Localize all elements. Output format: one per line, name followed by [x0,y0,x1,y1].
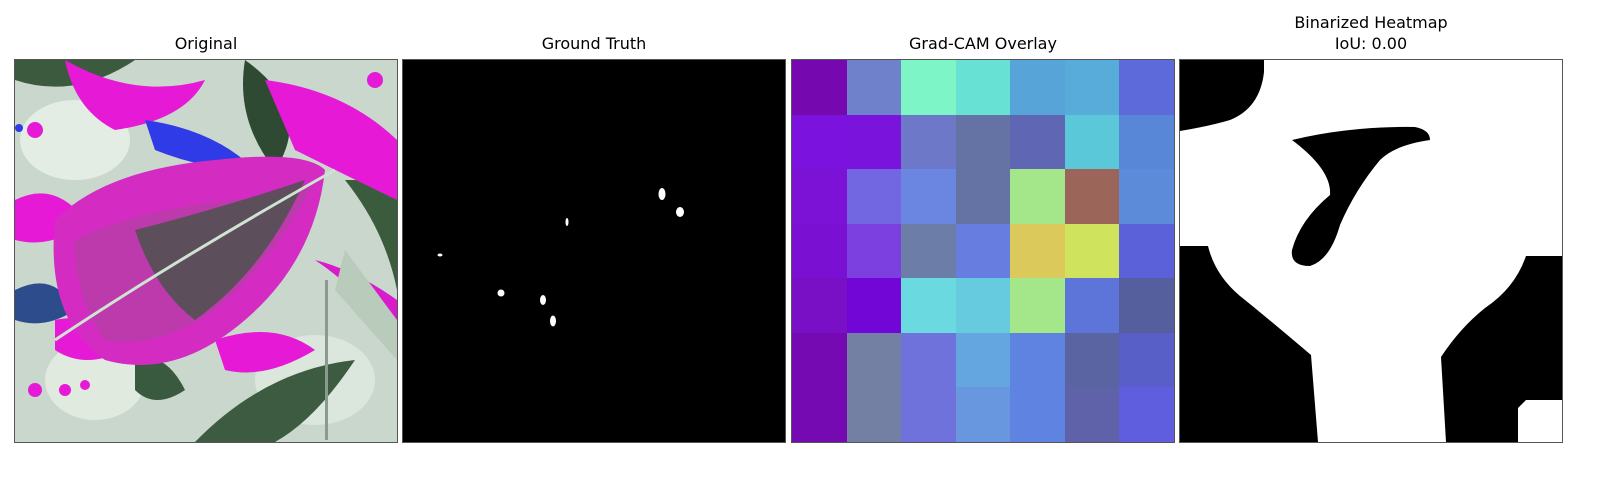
heatmap-cell [956,169,1010,224]
heatmap-cell [1065,60,1119,115]
heatmap-cell [1119,387,1174,442]
heatmap-cell [792,224,847,278]
panel-original: Original [14,0,398,500]
heatmap-cell [1119,224,1174,278]
heatmap-cell [1065,169,1119,224]
heatmap-cell [956,60,1010,115]
panel-gradcam-overlay: Grad-CAM Overlay [791,0,1175,500]
heatmap-cell [901,115,956,169]
iou-score: IoU: 0.00 [1334,34,1408,53]
heatmap-cell [901,278,956,333]
heatmap-cell [1010,60,1065,115]
heatmap-cell [792,387,847,442]
heatmap-cell [792,278,847,333]
panel-ground-truth: Ground Truth [402,0,786,500]
heatmap-cell [1010,224,1065,278]
heatmap-cell [956,115,1010,169]
heatmap-cell [792,115,847,169]
heatmap-cell [847,115,901,169]
heatmap-cell [1065,115,1119,169]
heatmap-cell [1119,278,1174,333]
heatmap-cell [1010,115,1065,169]
heatmap-cell [901,224,956,278]
heatmap-cell [847,224,901,278]
panel-title: Original [174,34,238,53]
heatmap-cell [847,169,901,224]
panel-title: Binarized Heatmap [1294,13,1448,32]
heatmap-cell [847,333,901,387]
heatmap-cell [792,169,847,224]
heatmap-cell [956,278,1010,333]
heatmap-cell [847,278,901,333]
heatmap-cell [901,333,956,387]
heatmap-cell [1119,169,1174,224]
heatmap-cell [901,169,956,224]
heatmap-cell [847,387,901,442]
heatmap-cell [1065,224,1119,278]
heatmap-cell [792,333,847,387]
heatmap-cell [901,60,956,115]
heatmap-cell [1065,333,1119,387]
heatmap-cell [1065,387,1119,442]
heatmap-cell [792,60,847,115]
binarized-mask [1179,59,1563,443]
heatmap-cell [1010,387,1065,442]
heatmap-cell [901,387,956,442]
heatmap-cell [847,60,901,115]
heatmap-cell [1010,169,1065,224]
ground-truth-mask [402,59,786,443]
panel-binarized-heatmap: Binarized Heatmap IoU: 0.00 [1179,0,1563,500]
heatmap-cell [956,224,1010,278]
panel-title: Ground Truth [541,34,647,53]
heatmap-cell [1010,278,1065,333]
original-image [14,59,398,443]
panel-title: Grad-CAM Overlay [909,34,1057,53]
heatmap-cell [1119,333,1174,387]
heatmap-cell [956,387,1010,442]
gradcam-heatmap [791,59,1175,443]
heatmap-cell [956,333,1010,387]
heatmap-cell [1065,278,1119,333]
heatmap-cell [1119,60,1174,115]
heatmap-cell [1119,115,1174,169]
heatmap-cell [1010,333,1065,387]
